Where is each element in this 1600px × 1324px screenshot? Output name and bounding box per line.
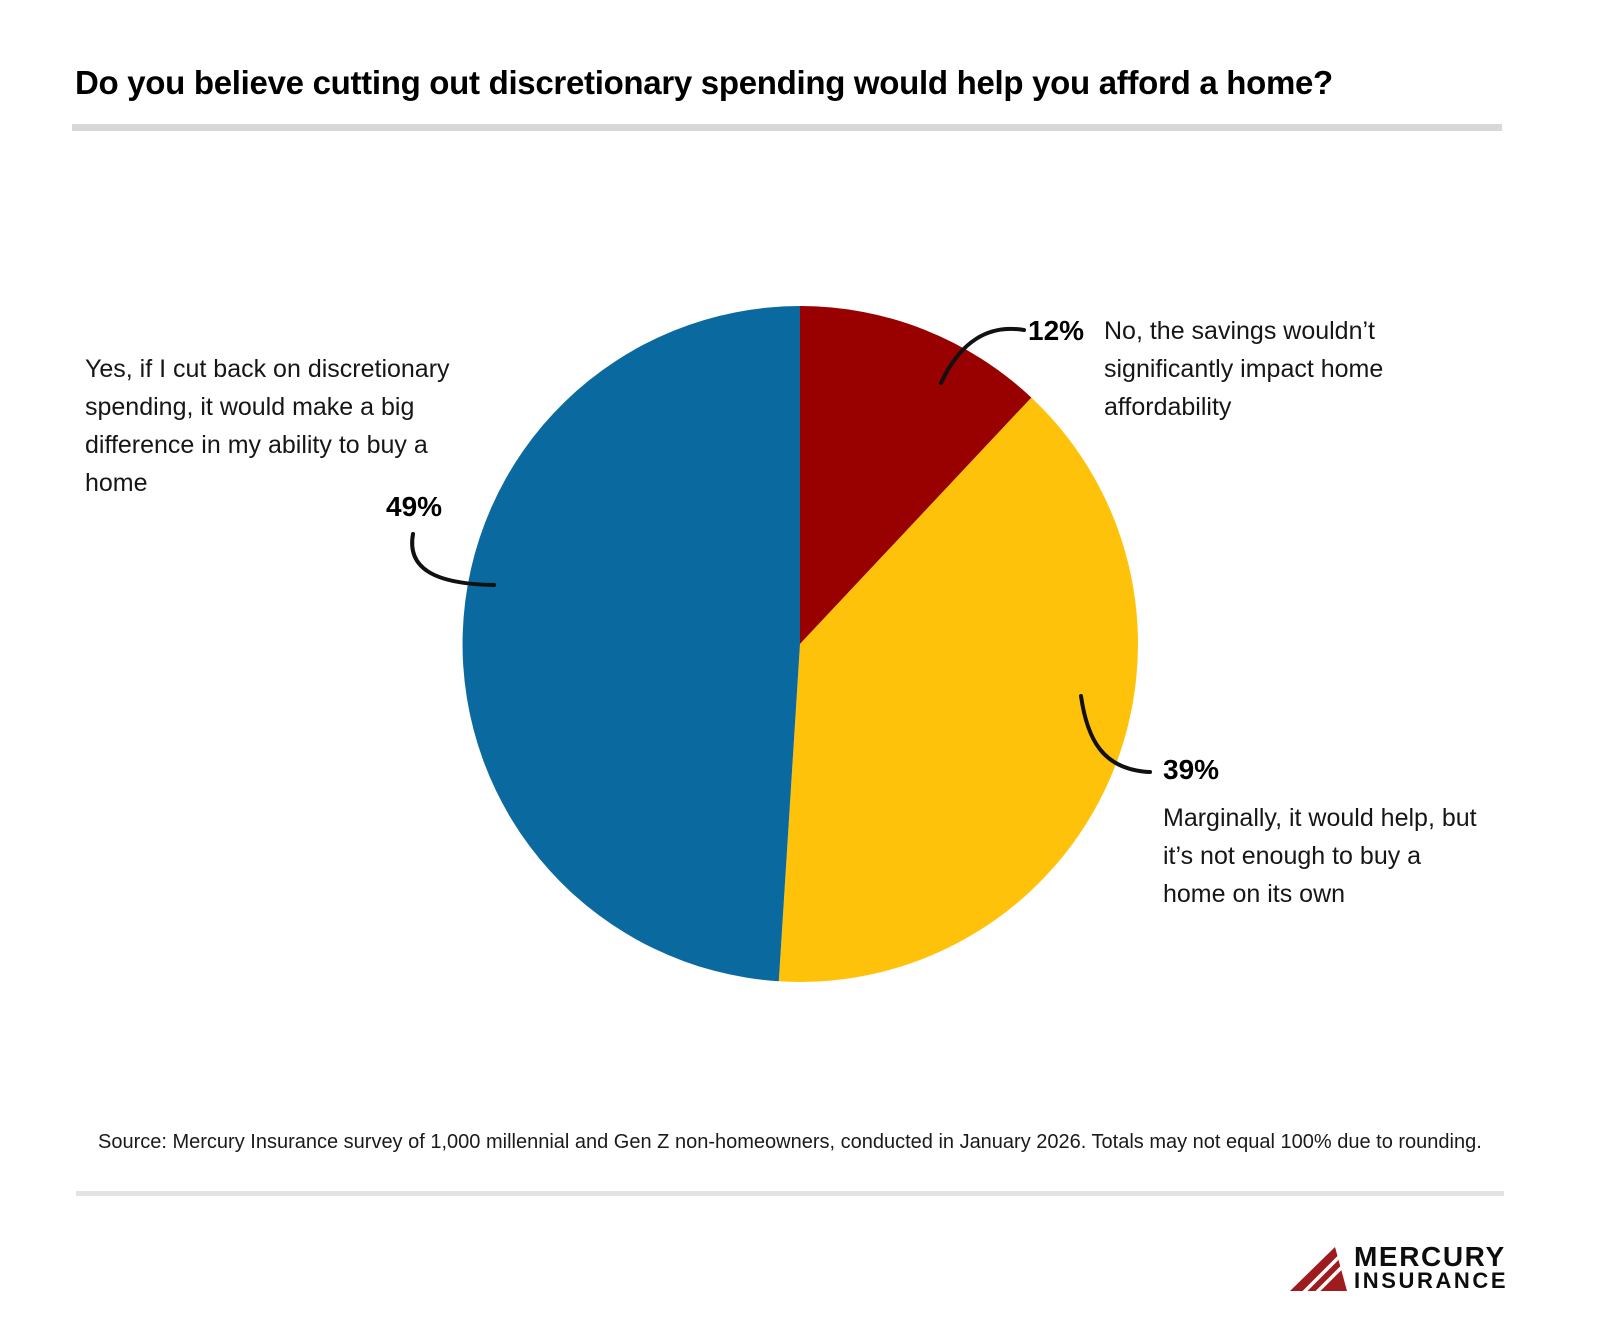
slice-label-yes-line: spending, it would make a big — [85, 393, 415, 421]
slice-percent-39: 39% — [1163, 754, 1220, 785]
callout-line-39 — [1079, 694, 1152, 774]
slice-label-no-line: significantly impact home — [1104, 355, 1384, 383]
logo-text-mercury: MERCURY — [1354, 1241, 1506, 1272]
slice-label-marginal-line: Marginally, it would help, but — [1163, 804, 1477, 832]
title-divider — [72, 124, 1502, 131]
page-title: Do you believe cutting out discretionary… — [75, 64, 1333, 101]
pie-slice-49 — [462, 306, 800, 982]
pie-slices-group — [462, 306, 1138, 982]
slice-label-yes-line: home — [85, 469, 148, 497]
slice-percent-12: 12% — [1028, 315, 1085, 346]
logo-text-insurance: INSURANCE — [1354, 1268, 1509, 1293]
callout-line-49 — [410, 532, 496, 587]
logo-triangle-icon — [1290, 1247, 1347, 1291]
pie-slice-39 — [778, 397, 1138, 982]
slice-label-marginal: Marginally, it would help, but it’s not … — [1163, 799, 1477, 913]
slice-label-no-line: affordability — [1104, 393, 1232, 421]
source-note: Source: Mercury Insurance survey of 1,00… — [98, 1131, 1482, 1153]
mercury-insurance-logo: MERCURY INSURANCE — [1290, 1241, 1510, 1297]
slice-label-yes-line: Yes, if I cut back on discretionary — [85, 355, 450, 383]
slice-percent-49: 49% — [386, 491, 443, 522]
slice-label-marginal-line: it’s not enough to buy a — [1163, 842, 1422, 870]
slice-label-yes-line: difference in my ability to buy a — [85, 431, 428, 459]
slice-label-no: No, the savings wouldn’t significantly i… — [1104, 312, 1383, 426]
pie-slice-12 — [800, 306, 1032, 644]
callout-line-12 — [939, 326, 1026, 385]
slice-label-yes: Yes, if I cut back on discretionary spen… — [85, 350, 450, 502]
slice-label-marginal-line: home on its own — [1163, 880, 1346, 908]
footer-divider — [76, 1191, 1504, 1196]
slice-label-no-line: No, the savings wouldn’t — [1104, 317, 1375, 345]
